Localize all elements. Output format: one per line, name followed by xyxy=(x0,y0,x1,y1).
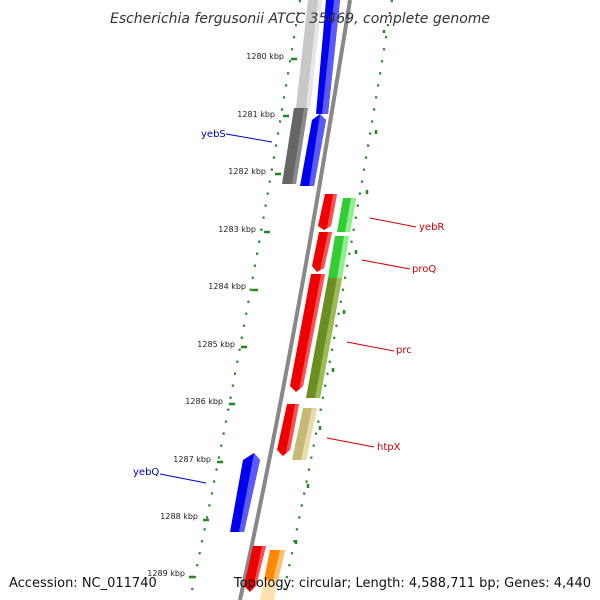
gray-feature-shade xyxy=(306,0,322,108)
label-leaders xyxy=(159,133,417,484)
accession-text: Accession: NC_011740 xyxy=(9,576,157,591)
tick-marks xyxy=(189,30,386,579)
red-gene-htpX-shade xyxy=(286,404,299,453)
forward-strand-features xyxy=(244,194,356,600)
tick-label: 1286 kbp xyxy=(185,397,223,406)
leader-yebR xyxy=(369,217,417,228)
dark-gray-feature-shade xyxy=(292,108,308,184)
blue-gene-shade xyxy=(322,0,340,114)
red-gene-proQ-shade xyxy=(320,232,332,270)
tick-label: 1282 kbp xyxy=(228,167,266,176)
red-gene-shade xyxy=(253,546,266,589)
gene-label-proQ: proQ xyxy=(412,264,436,275)
tick-label: 1284 kbp xyxy=(208,282,246,291)
pale-feature xyxy=(260,580,278,600)
red-gene-shade xyxy=(327,194,337,228)
tick-label: 1283 kbp xyxy=(218,225,256,234)
backbone-line xyxy=(238,0,352,600)
map-title: Escherichia fergusonii ATCC 35469, compl… xyxy=(110,11,490,27)
gene-label-prc: prc xyxy=(396,345,412,356)
gene-label-yebS: yebS xyxy=(201,129,226,140)
tick-label: 1289 kbp xyxy=(147,569,185,578)
tick-label: 1287 kbp xyxy=(173,455,211,464)
leader-proQ xyxy=(361,259,411,270)
red-gene-prc-shade xyxy=(299,274,325,390)
leader-prc xyxy=(346,341,395,352)
olive-feature-prc-shade xyxy=(315,278,342,398)
blue-gene-yebQ-shade xyxy=(239,453,260,532)
gene-labels: yebS yebR proQ prc htpX yebQ xyxy=(133,129,444,478)
leader-yebS xyxy=(225,133,273,143)
tick-label: 1281 kbp xyxy=(237,110,275,119)
reverse-strand-features xyxy=(230,0,340,532)
khaki-feature-htpX-shade xyxy=(301,408,317,460)
tick-label: 1280 kbp xyxy=(246,52,284,61)
leader-yebQ xyxy=(159,473,207,484)
green-feature-proQ-shade xyxy=(337,236,349,278)
leader-htpX xyxy=(326,437,375,448)
gene-label-yebQ: yebQ xyxy=(133,467,159,478)
orange-feature-shade xyxy=(273,550,285,580)
green-feature-yebR-shade xyxy=(345,198,356,232)
tick-labels: 1280 kbp 1281 kbp 1282 kbp 1283 kbp 1284… xyxy=(147,52,284,578)
tick-label: 1285 kbp xyxy=(197,340,235,349)
gene-label-yebR: yebR xyxy=(419,222,444,233)
topology-text: Topology: circular; Length: 4,588,711 bp… xyxy=(233,576,591,591)
tick-label: 1288 kbp xyxy=(160,512,198,521)
blue-gene-yebS-shade xyxy=(309,114,326,186)
gene-label-htpX: htpX xyxy=(377,442,401,453)
